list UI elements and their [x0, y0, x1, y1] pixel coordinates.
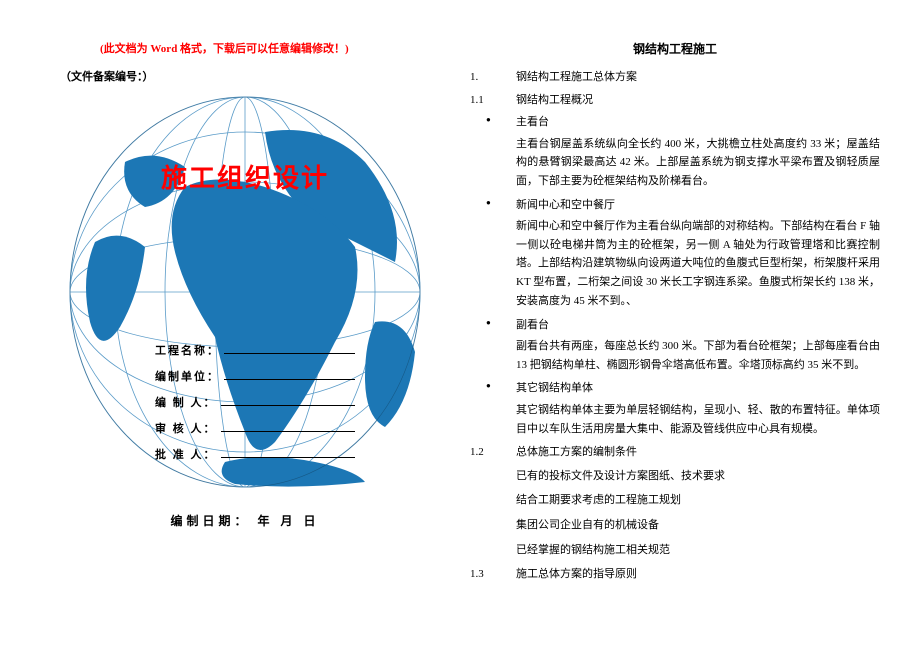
para-12c: 集团公司企业自有的机械设备: [516, 516, 880, 535]
right-column: 钢结构工程施工 1. 钢结构工程施工总体方案 1.1 钢结构工程概况 ● 主看台…: [460, 0, 920, 651]
sec-1: 1. 钢结构工程施工总体方案: [470, 69, 880, 86]
num-1: 1.: [470, 69, 516, 86]
para-other: 其它钢结构单体主要为单层轻钢结构，呈现小、轻、散的布置特征。单体项目中以车队生活…: [516, 401, 880, 438]
bullet-label-4: 其它钢结构单体: [516, 380, 880, 397]
para-main-stand: 主看台钢屋盖系统纵向全长约 400 米，大挑檐立柱处高度约 33 米；屋盖结构的…: [516, 135, 880, 191]
bullet-label-2: 新闻中心和空中餐厅: [516, 197, 880, 214]
label-compile-unit: 编制单位：: [155, 368, 220, 384]
line-approver: [221, 446, 356, 458]
label-reviewer: 审 核 人：: [155, 420, 217, 436]
bullet-main-stand: ● 主看台: [470, 114, 880, 131]
text-1: 钢结构工程施工总体方案: [516, 69, 880, 86]
line-project-name: [224, 342, 355, 354]
row-compiler: 编 制 人：: [155, 394, 355, 410]
sec-1-3: 1.3 施工总体方案的指导原则: [470, 566, 880, 583]
para-sub-stand: 副看台共有两座，每座总长约 300 米。下部为看台砼框架；上部每座看台由 13 …: [516, 337, 880, 374]
section-title: 钢结构工程施工: [470, 40, 880, 57]
para-12b: 结合工期要求考虑的工程施工规划: [516, 491, 880, 510]
bullet-icon: ●: [470, 197, 516, 214]
label-approver: 批 准 人：: [155, 446, 217, 462]
signature-block: 工程名称： 编制单位： 编 制 人： 审 核 人： 批 准 人：: [155, 342, 355, 472]
bullet-icon: ●: [470, 114, 516, 131]
para-news-center: 新闻中心和空中餐厅作为主看台纵向端部的对称结构。下部结构在看台 F 轴一侧以砼电…: [516, 217, 880, 310]
row-reviewer: 审 核 人：: [155, 420, 355, 436]
row-approver: 批 准 人：: [155, 446, 355, 462]
main-title: 施工组织设计: [161, 158, 329, 195]
line-reviewer: [221, 420, 356, 432]
line-compiler: [221, 394, 356, 406]
para-12d: 已经掌握的钢结构施工相关规范: [516, 541, 880, 560]
num-1-1: 1.1: [470, 92, 516, 109]
bullet-other: ● 其它钢结构单体: [470, 380, 880, 397]
num-1-2: 1.2: [470, 444, 516, 461]
text-1-3: 施工总体方案的指导原则: [516, 566, 880, 583]
globe-illustration: 施工组织设计 工程名称： 编制单位： 编 制 人： 审 核 人：: [65, 92, 425, 492]
file-number: （文件备案编号：）: [60, 68, 430, 84]
compile-date: 编制日期： 年 月 日: [60, 512, 430, 529]
word-notice: (此文档为 Word 格式，下载后可以任意编辑修改！): [60, 40, 430, 56]
text-1-1: 钢结构工程概况: [516, 92, 880, 109]
bullet-sub-stand: ● 副看台: [470, 317, 880, 334]
label-compiler: 编 制 人：: [155, 394, 217, 410]
bullet-label-3: 副看台: [516, 317, 880, 334]
text-1-2: 总体施工方案的编制条件: [516, 444, 880, 461]
num-1-3: 1.3: [470, 566, 516, 583]
bullet-icon: ●: [470, 380, 516, 397]
sec-1-2: 1.2 总体施工方案的编制条件: [470, 444, 880, 461]
row-project-name: 工程名称：: [155, 342, 355, 358]
sec-1-1: 1.1 钢结构工程概况: [470, 92, 880, 109]
left-column: (此文档为 Word 格式，下载后可以任意编辑修改！) （文件备案编号：）: [0, 0, 460, 651]
label-project-name: 工程名称：: [155, 342, 220, 358]
bullet-news-center: ● 新闻中心和空中餐厅: [470, 197, 880, 214]
bullet-icon: ●: [470, 317, 516, 334]
row-compile-unit: 编制单位：: [155, 368, 355, 384]
para-12a: 已有的投标文件及设计方案图纸、技术要求: [516, 467, 880, 486]
line-compile-unit: [224, 368, 355, 380]
bullet-label-1: 主看台: [516, 114, 880, 131]
